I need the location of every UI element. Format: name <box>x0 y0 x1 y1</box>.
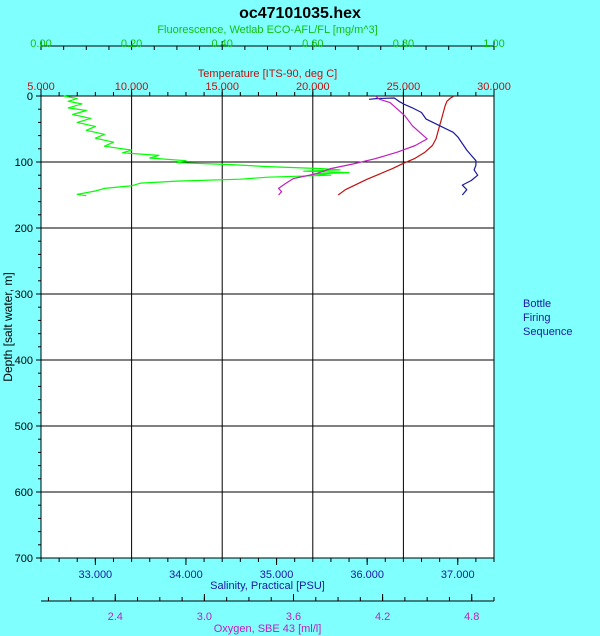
y-tick-label: 600 <box>15 487 33 499</box>
axes-group: 0 100 200 300 400 500 600 700 Depth [salt water,… <box>1 24 511 635</box>
y-tick-label: 0 <box>27 91 33 103</box>
series-group <box>63 95 479 197</box>
salinity-profile-line <box>368 97 479 196</box>
oxygen-tick-label: 2.4 <box>108 611 123 623</box>
y-tick-label: 100 <box>15 157 33 169</box>
oxygen-axis-label: Oxygen, SBE 43 [ml/l] <box>214 623 322 635</box>
fluorescence-tick-label: 0.20 <box>121 38 142 50</box>
temperature-tick-label: 20.000 <box>296 81 330 93</box>
temperature-tick-label: 5.000 <box>27 81 55 93</box>
fluorescence-tick-label: 1.00 <box>483 38 504 50</box>
oxygen-tick-label: 4.2 <box>375 611 390 623</box>
oxygen-tick-label: 4.8 <box>464 611 479 623</box>
salinity-axis-label: Salinity, Practical [PSU] <box>210 580 325 592</box>
oxygen-profile-line <box>278 95 428 196</box>
salinity-tick-label: 34.000 <box>169 569 203 581</box>
fluorescence-tick-label: 0.00 <box>30 38 51 50</box>
legend-line: Bottle <box>523 298 552 310</box>
salinity-tick-label: 35.000 <box>260 569 294 581</box>
y-tick-label: 400 <box>15 355 33 367</box>
bottle-firing-legend: Bottle Firing Sequence <box>523 297 573 339</box>
legend-line: Sequence <box>523 326 573 338</box>
salinity-tick-label: 36.000 <box>350 569 384 581</box>
temperature-tick-label: 10.000 <box>115 81 149 93</box>
temperature-tick-label: 30.000 <box>477 81 511 93</box>
temperature-profile-line <box>337 95 455 196</box>
y-tick-label: 200 <box>15 223 33 235</box>
temperature-axis-label: Temperature [ITS-90, deg C] <box>198 68 337 80</box>
salinity-tick-label: 33.000 <box>79 569 113 581</box>
chart-title: oc47101035.hex <box>239 5 361 22</box>
fluorescence-axis-label: Fluorescence, Wetlab ECO-AFL/FL [mg/m^3] <box>157 24 377 36</box>
y-axis-label: Depth [salt water, m] <box>1 272 15 381</box>
y-tick-label: 700 <box>15 553 33 565</box>
grid <box>41 95 494 559</box>
fluorescence-tick-label: 0.40 <box>211 38 232 50</box>
fluorescence-tick-label: 0.60 <box>302 38 323 50</box>
y-tick-label: 300 <box>15 289 33 301</box>
plot-area <box>40 95 495 559</box>
y-tick-label: 500 <box>15 421 33 433</box>
fluorescence-profile-line <box>63 95 350 197</box>
oxygen-tick-label: 3.6 <box>286 611 301 623</box>
temperature-tick-label: 15.000 <box>205 81 239 93</box>
fluorescence-tick-label: 0.80 <box>393 38 414 50</box>
temperature-tick-label: 25.000 <box>387 81 421 93</box>
oxygen-tick-label: 3.0 <box>197 611 212 623</box>
legend-line: Firing <box>523 312 551 324</box>
salinity-tick-label: 37.000 <box>441 569 475 581</box>
